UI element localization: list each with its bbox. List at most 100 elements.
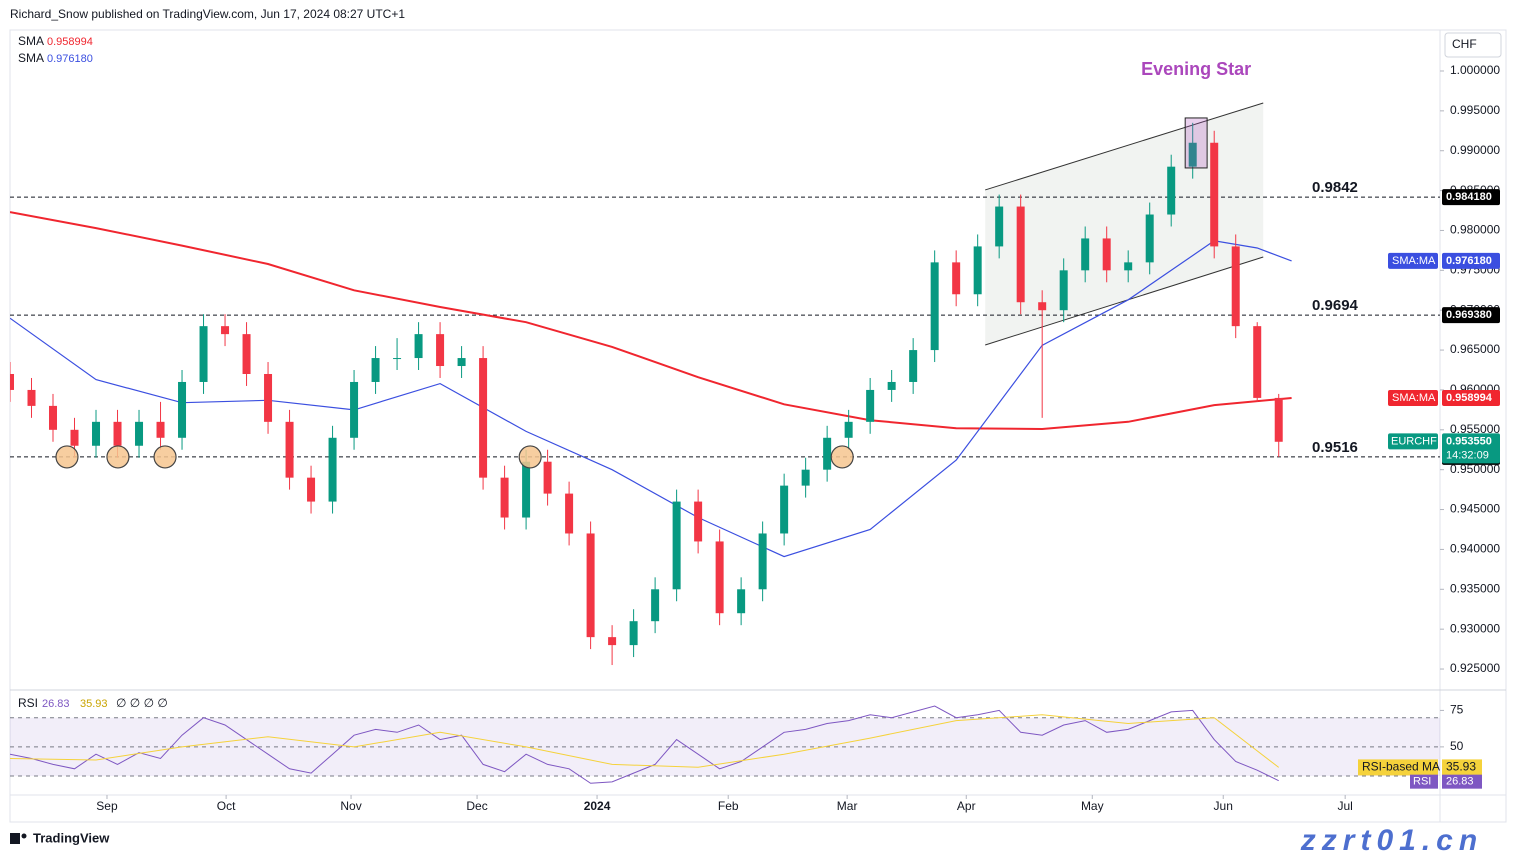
x-tick-label: Sep [96,799,118,813]
byline: Richard_Snow published on TradingView.co… [10,7,405,21]
candle-body [371,358,380,382]
level-label: 0.9842 [1312,179,1358,196]
candle-body [844,421,853,438]
candle-body [135,421,144,446]
level-tag-bg [1442,307,1500,324]
x-tick-label: Apr [957,799,976,813]
symbol-tag: EURCHF [1391,435,1437,447]
price-pane: 0.9842 0.9694 0.9516 Evening Star [10,59,1440,666]
candle-body [264,373,273,422]
y-tick-label: 0.930000 [1450,621,1500,635]
currency: CHF [1452,37,1477,51]
candle-body [70,429,79,446]
rsi-ma-line [10,714,1280,768]
overlay: 0.925000 0.930000 0.935000 0.940000 0.945000… [18,32,1502,813]
y-tick-label: 0.955000 [1450,422,1500,436]
sma-tag-name-bg [1388,389,1438,406]
sma-tag-bg [1442,252,1500,269]
sma-tag: 0.958994 [1446,392,1493,404]
level-tag: 0.969380 [1446,309,1492,321]
rsi-ma-tag-name: RSI-based MA [1362,760,1440,774]
y-tick-label: 0.995000 [1450,103,1500,117]
candle-body [543,461,552,494]
candle-body [1081,238,1090,271]
rsi-value: 26.83 [42,698,70,710]
rsi-ma-tag-bg [1442,759,1482,776]
candle-body [49,405,58,430]
sma-tag: 0.976180 [1446,255,1492,267]
price-tag-bg [1442,433,1500,464]
y-tick-label: 0.945000 [1450,502,1500,516]
y-tick-label: 0.935000 [1450,581,1500,595]
candle-body [457,358,466,367]
rsi-extra: ∅ ∅ ∅ ∅ [116,696,168,710]
candle-body [930,262,939,351]
x-tick-label: May [1081,799,1104,813]
pattern-label: Evening Star [1141,59,1251,79]
rsi-ma-tag-name-bg [1358,759,1438,776]
candle-body [242,334,251,374]
candle-body [1253,326,1262,398]
candle-body [1016,206,1025,303]
y-tick-label: 1.000000 [1450,63,1500,77]
candle-body [1102,238,1111,271]
candle-body [586,533,595,638]
candle-body [393,358,402,360]
rsi-tag: 26.83 [1446,776,1474,788]
sma-line [10,211,1292,431]
x-tick-label: Feb [718,799,739,813]
candle-body [866,389,875,422]
rsi-tag-bg [1442,774,1482,789]
y-tick-label: 0.940000 [1450,542,1500,556]
candle-body [436,334,445,367]
candle-body [92,421,101,446]
candle-body [715,541,724,614]
x-tick-label: Dec [466,799,487,813]
candle-body [1231,246,1240,327]
brand-logo [10,833,27,844]
sma-tag-name: SMA:MA [1392,392,1436,404]
x-tick-label: 2024 [584,799,611,813]
candle-body [350,381,359,438]
candle-body [608,637,617,646]
rsi-title: RSI [18,696,38,710]
rsi-tick-label: 50 [1450,739,1464,753]
symbol-tag-bg [1388,433,1438,450]
candle-body [1188,142,1197,167]
candle-body [1124,262,1133,271]
candle-body [522,461,531,518]
y-tick-label: 0.990000 [1450,143,1500,157]
candle-body [565,493,574,534]
channel-line [985,102,1264,191]
channel-line [985,256,1264,346]
x-tick-label: Nov [340,799,361,813]
legend-name: SMA [18,34,44,48]
rsi-ma-tag: 35.93 [1446,760,1476,774]
support-marker [106,445,130,469]
candle-body [1210,142,1219,247]
countdown: 14:32:09 [1446,449,1489,461]
rsi-ma-value: 35.93 [80,698,108,710]
level-tag: 0.984180 [1446,191,1492,203]
candle-body [178,381,187,438]
price-tag: 0.953550 [1446,435,1492,447]
candle-body [629,621,638,646]
candle-body [823,437,832,470]
candle-body [1167,166,1176,215]
candle-body [952,262,961,295]
rsi-tag-name: RSI [1413,776,1431,788]
legend-name: SMA [18,51,44,65]
candle-body [285,421,294,478]
legend-value: 0.976180 [47,53,93,65]
candle-body [672,501,681,590]
candle-body [737,589,746,614]
candle-body [651,589,660,622]
x-tick-label: Oct [217,799,236,813]
candle-body [156,421,165,438]
support-marker [518,445,542,469]
candle-body [694,501,703,542]
candle-body [414,334,423,359]
support-marker [153,445,177,469]
y-tick-label: 0.965000 [1450,342,1500,356]
